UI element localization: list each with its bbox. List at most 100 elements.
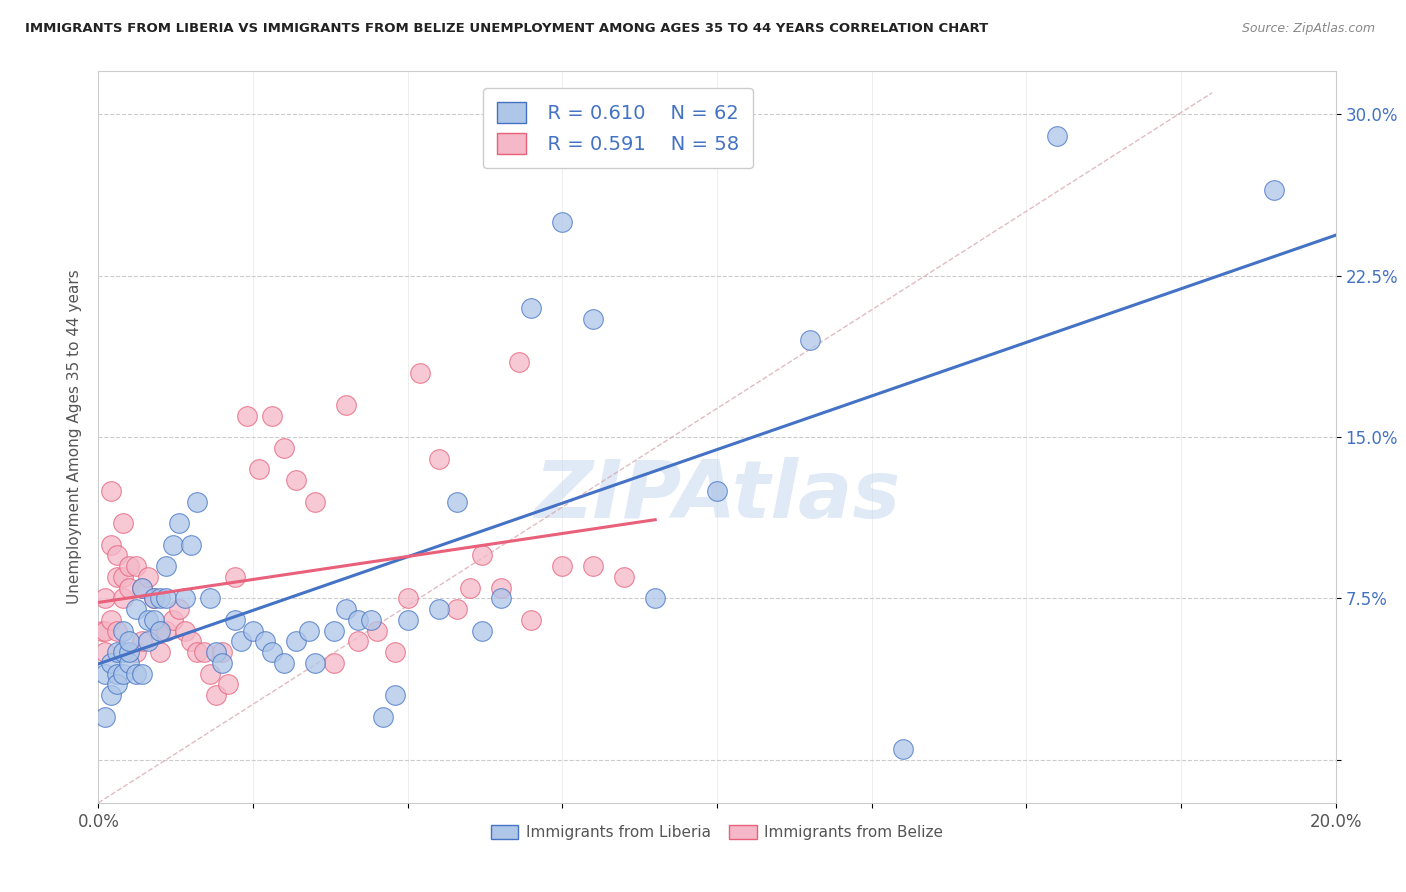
Point	[446, 602, 468, 616]
Point	[118, 645, 141, 659]
Point	[458, 581, 481, 595]
Point	[131, 634, 153, 648]
Point	[149, 591, 172, 606]
Point	[891, 742, 914, 756]
Point	[180, 538, 202, 552]
Point	[186, 494, 208, 508]
Point	[371, 710, 394, 724]
Point	[582, 311, 605, 326]
Point	[118, 656, 141, 670]
Point	[285, 473, 308, 487]
Point	[396, 613, 419, 627]
Point	[105, 570, 128, 584]
Point	[211, 645, 233, 659]
Point	[100, 538, 122, 552]
Point	[211, 656, 233, 670]
Point	[112, 645, 135, 659]
Point	[136, 613, 159, 627]
Point	[520, 301, 543, 315]
Point	[124, 645, 146, 659]
Text: ZIPAtlas: ZIPAtlas	[534, 457, 900, 534]
Point	[136, 634, 159, 648]
Point	[131, 581, 153, 595]
Point	[273, 656, 295, 670]
Point	[118, 581, 141, 595]
Point	[409, 366, 432, 380]
Point	[508, 355, 530, 369]
Point	[131, 666, 153, 681]
Point	[384, 645, 406, 659]
Point	[180, 634, 202, 648]
Point	[322, 656, 344, 670]
Point	[224, 570, 246, 584]
Point	[100, 613, 122, 627]
Point	[105, 666, 128, 681]
Point	[254, 634, 277, 648]
Point	[143, 591, 166, 606]
Point	[217, 677, 239, 691]
Point	[143, 591, 166, 606]
Point	[105, 677, 128, 691]
Point	[124, 666, 146, 681]
Point	[105, 549, 128, 563]
Point	[260, 409, 283, 423]
Point	[471, 549, 494, 563]
Point	[198, 666, 221, 681]
Point	[155, 624, 177, 638]
Point	[105, 624, 128, 638]
Point	[136, 570, 159, 584]
Point	[205, 688, 228, 702]
Point	[155, 559, 177, 574]
Point	[471, 624, 494, 638]
Point	[1263, 183, 1285, 197]
Point	[360, 613, 382, 627]
Point	[124, 602, 146, 616]
Point	[143, 613, 166, 627]
Point	[149, 645, 172, 659]
Point	[93, 624, 115, 638]
Point	[335, 398, 357, 412]
Point	[198, 591, 221, 606]
Point	[347, 613, 370, 627]
Point	[186, 645, 208, 659]
Point	[347, 634, 370, 648]
Text: Source: ZipAtlas.com: Source: ZipAtlas.com	[1241, 22, 1375, 36]
Point	[236, 409, 259, 423]
Point	[799, 333, 821, 347]
Point	[384, 688, 406, 702]
Point	[124, 559, 146, 574]
Point	[167, 602, 190, 616]
Point	[520, 613, 543, 627]
Point	[582, 559, 605, 574]
Point	[100, 656, 122, 670]
Point	[285, 634, 308, 648]
Point	[446, 494, 468, 508]
Point	[112, 591, 135, 606]
Point	[105, 645, 128, 659]
Point	[118, 634, 141, 648]
Text: IMMIGRANTS FROM LIBERIA VS IMMIGRANTS FROM BELIZE UNEMPLOYMENT AMONG AGES 35 TO : IMMIGRANTS FROM LIBERIA VS IMMIGRANTS FR…	[25, 22, 988, 36]
Point	[1046, 128, 1069, 143]
Point	[322, 624, 344, 638]
Y-axis label: Unemployment Among Ages 35 to 44 years: Unemployment Among Ages 35 to 44 years	[66, 269, 82, 605]
Legend: Immigrants from Liberia, Immigrants from Belize: Immigrants from Liberia, Immigrants from…	[485, 819, 949, 847]
Point	[260, 645, 283, 659]
Point	[100, 483, 122, 498]
Point	[93, 666, 115, 681]
Point	[427, 451, 450, 466]
Point	[613, 570, 636, 584]
Point	[551, 559, 574, 574]
Point	[242, 624, 264, 638]
Point	[149, 624, 172, 638]
Point	[489, 591, 512, 606]
Point	[304, 656, 326, 670]
Point	[93, 591, 115, 606]
Point	[224, 613, 246, 627]
Point	[489, 581, 512, 595]
Point	[155, 591, 177, 606]
Point	[247, 462, 270, 476]
Point	[273, 441, 295, 455]
Point	[100, 688, 122, 702]
Point	[167, 516, 190, 530]
Point	[149, 624, 172, 638]
